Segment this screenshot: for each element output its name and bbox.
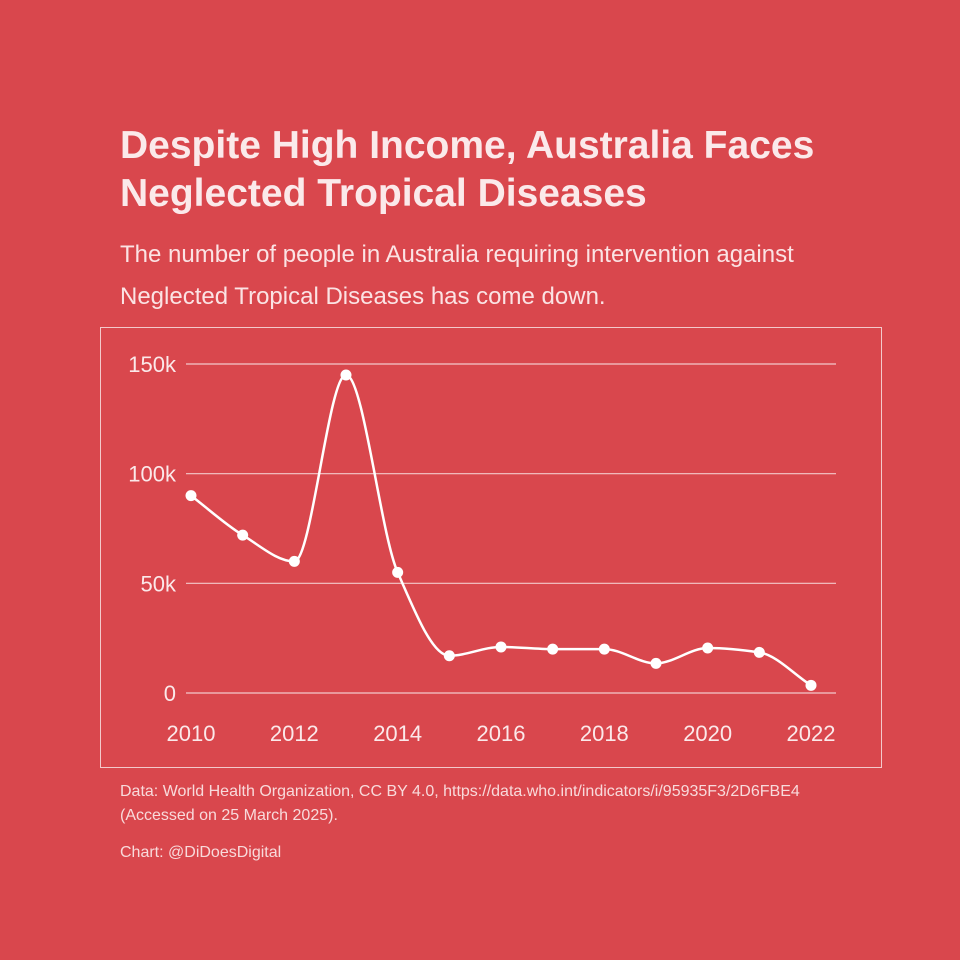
chart-title: Despite High Income, Australia Faces Neg… [120, 124, 815, 215]
chart-credit: Chart: @DiDoesDigital [120, 844, 282, 861]
data-source-note: Data: World Health Organization, CC BY 4… [120, 783, 800, 824]
chart-subtitle: The number of people in Australia requir… [120, 241, 794, 310]
chart-frame [100, 327, 882, 768]
